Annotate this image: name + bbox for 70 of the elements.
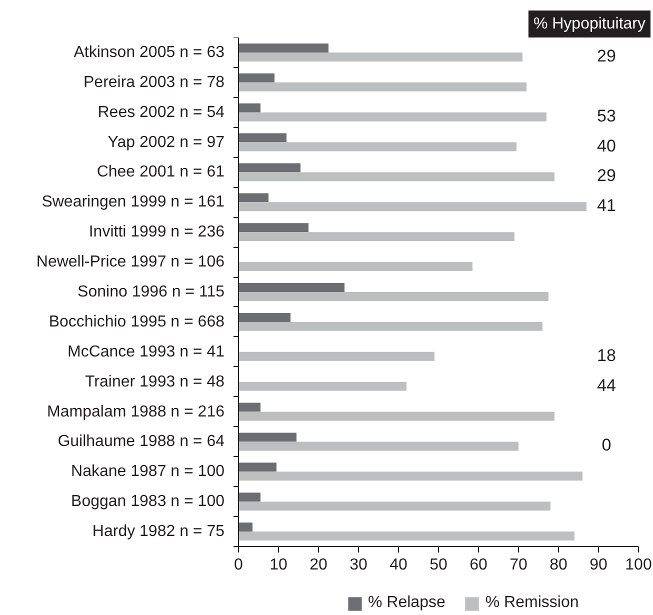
bar: [238, 432, 296, 442]
y-tick-label: Bocchichio 1995 n = 668: [48, 313, 225, 330]
x-tick-label: 70: [510, 556, 528, 574]
bar: [238, 312, 290, 322]
data-label: 0: [602, 436, 612, 455]
text: % Hypopituitary: [533, 16, 646, 32]
bar: [238, 472, 582, 481]
bar: [238, 112, 546, 122]
x-tick-label: 10: [270, 556, 288, 574]
y-tick-label: Trainer 1993 n = 48: [85, 373, 225, 390]
data-label: 29: [597, 166, 616, 186]
legend-label: % Remission: [485, 594, 579, 612]
x-tick-label: 60: [470, 556, 488, 574]
y-tick-label: Rees 2002 n = 54: [98, 104, 225, 121]
data-label: 18: [597, 346, 616, 365]
bar: [238, 73, 274, 82]
bar: [238, 142, 516, 152]
y-tick-label: Newell-Price 1997 n = 106: [36, 254, 225, 271]
y-tick-label: Invitti 1999 n = 236: [88, 224, 225, 241]
bar: [238, 163, 300, 172]
bar: [238, 283, 344, 292]
bar: [238, 322, 542, 331]
bar: [238, 292, 548, 301]
bar: [238, 532, 574, 541]
bar: [238, 133, 286, 142]
bar: [238, 352, 434, 361]
bar: [238, 462, 276, 472]
bar: [238, 43, 328, 52]
y-tick-label: McCance 1993 n = 41: [68, 343, 225, 360]
x-tick-label: 20: [310, 556, 328, 574]
y-tick-label: Swearingen 1999 n = 161: [42, 194, 225, 211]
data-label: 41: [597, 196, 616, 216]
y-tick-label: Pereira 2003 n = 78: [84, 74, 225, 91]
bar: [238, 52, 522, 62]
bar: [238, 193, 268, 202]
y-tick-label: Atkinson 2005 n = 63: [74, 44, 225, 61]
bar: [238, 492, 260, 502]
y-tick-label: Yap 2002 n = 97: [108, 134, 225, 151]
x-tick-label: 0: [234, 556, 244, 574]
bar: [238, 262, 472, 272]
y-tick-label: Guilhaume 1988 n = 64: [58, 433, 225, 450]
bar: [238, 522, 252, 532]
y-tick-label: Sonino 1996 n = 115: [78, 284, 225, 300]
data-label: 29: [597, 46, 616, 66]
data-label: 40: [597, 136, 616, 156]
y-tick-label: Boggan 1983 n = 100: [71, 493, 225, 510]
bar: [238, 103, 260, 112]
y-tick-label: Chee 2001 n = 61: [96, 164, 225, 181]
legend-label: % Relapse: [368, 594, 446, 612]
bar: [238, 502, 550, 511]
bar: [238, 412, 554, 421]
data-label: 53: [597, 106, 616, 126]
y-tick-label: Mampalam 1988 n = 216: [47, 403, 225, 420]
y-tick-label: Nakane 1987 n = 100: [71, 463, 225, 480]
bar: [238, 442, 518, 451]
x-tick-label: 30: [350, 556, 368, 574]
bar: [238, 232, 514, 242]
x-tick-label: 80: [550, 556, 568, 574]
x-tick-label: 90: [590, 556, 608, 574]
bar: [238, 202, 586, 212]
x-tick-label: 50: [430, 556, 448, 574]
bar: [238, 82, 526, 92]
bar: [238, 382, 406, 391]
x-tick-label: 40: [390, 556, 408, 574]
bar: [238, 172, 554, 182]
y-tick-label: Hardy 1982 n = 75: [92, 523, 225, 540]
bar: [238, 223, 308, 232]
x-tick-label: 100: [625, 556, 652, 574]
data-label: 44: [597, 376, 616, 395]
bar: [238, 402, 260, 412]
